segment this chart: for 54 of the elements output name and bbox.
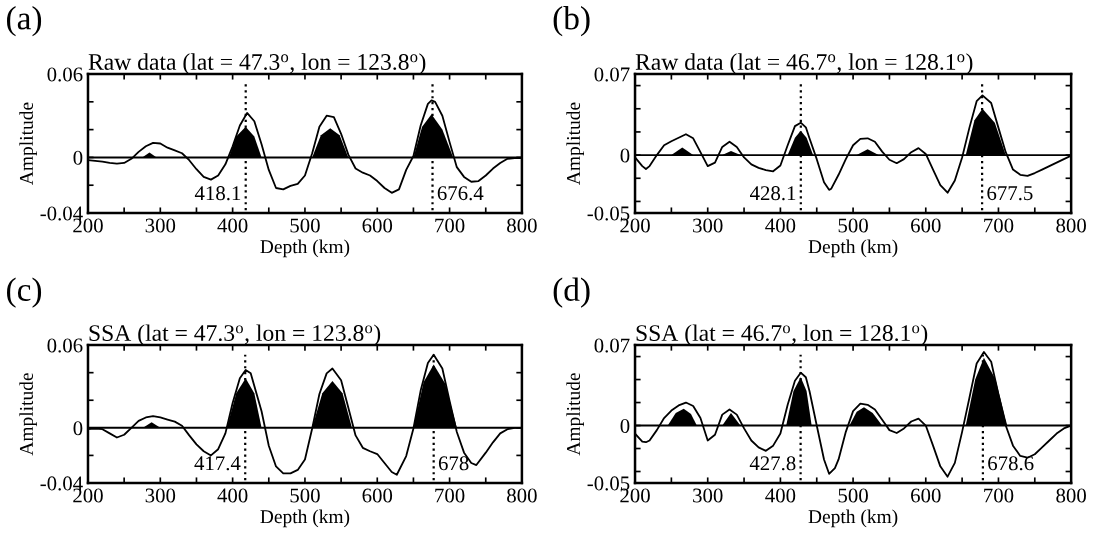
x-tick-label: 600 bbox=[362, 488, 393, 503]
x-tick-label: 700 bbox=[435, 218, 465, 233]
ref-line-label: 428.1 bbox=[750, 186, 796, 201]
x-tick-label: 500 bbox=[290, 488, 320, 503]
x-axis-title: Depth (km) bbox=[260, 239, 350, 258]
x-tick-label: 300 bbox=[145, 218, 176, 233]
x-tick-label: 600 bbox=[362, 218, 393, 233]
chart-title: Raw data (lat = 46.7$^{o}$, lon = 128.1$^{o}$) bbox=[635, 53, 973, 75]
ref-line-label: 677.5 bbox=[987, 186, 1033, 201]
text: (c) bbox=[7, 277, 42, 308]
x-tick-label: 600 bbox=[911, 218, 941, 233]
y-axis-title: Amplitude bbox=[566, 373, 584, 456]
y-axis-title: Amplitude bbox=[19, 373, 37, 456]
y-tick-label: 0 bbox=[73, 421, 83, 436]
y-axis-title: Amplitude bbox=[19, 102, 37, 185]
ref-line-label: 678.6 bbox=[988, 456, 1034, 471]
y-tick-label: 0 bbox=[620, 148, 630, 163]
ref-line-label: 676.4 bbox=[437, 186, 484, 201]
x-axis-title: Depth (km) bbox=[808, 509, 898, 528]
x-tick-label: 400 bbox=[765, 218, 796, 233]
chart-title: Raw data (lat = 47.3$^{o}$, lon = 123.8$^{o}$) bbox=[88, 53, 426, 75]
x-tick-label: 500 bbox=[290, 218, 320, 233]
x-tick-label: 500 bbox=[838, 488, 868, 503]
x-tick-label: 700 bbox=[435, 488, 465, 503]
y-tick-label: 0.07 bbox=[594, 67, 630, 82]
x-tick-label: 700 bbox=[984, 218, 1014, 233]
y-axis-title: Amplitude bbox=[566, 102, 584, 185]
ref-line-label: 678 bbox=[438, 456, 469, 471]
x-tick-label: 800 bbox=[1056, 488, 1086, 503]
ref-line-label: 427.8 bbox=[749, 456, 796, 471]
x-tick-label: 500 bbox=[838, 218, 868, 233]
y-tick-label: 0.06 bbox=[47, 67, 83, 82]
y-tick-label: 0.07 bbox=[594, 338, 630, 353]
ref-line-label: 418.1 bbox=[194, 186, 241, 201]
x-tick-label: 600 bbox=[911, 488, 941, 503]
x-tick-label: 800 bbox=[1056, 218, 1086, 233]
text: (a) bbox=[7, 6, 42, 37]
x-tick-label: 300 bbox=[693, 488, 723, 503]
x-axis-title: Depth (km) bbox=[260, 509, 350, 528]
x-tick-label: 300 bbox=[693, 218, 723, 233]
x-tick-label: 400 bbox=[765, 488, 796, 503]
x-tick-label: 400 bbox=[217, 488, 248, 503]
text: (b) bbox=[553, 6, 590, 37]
y-tick-label: 0.06 bbox=[47, 338, 83, 353]
x-tick-label: 400 bbox=[217, 218, 248, 233]
ref-line-label: 417.4 bbox=[194, 456, 241, 471]
text: (d) bbox=[553, 277, 590, 308]
x-tick-label: 800 bbox=[507, 488, 537, 503]
y-tick-label: 0 bbox=[73, 150, 83, 165]
y-tick-label: 0 bbox=[620, 418, 630, 433]
x-tick-label: 800 bbox=[507, 218, 537, 233]
x-axis-title: Depth (km) bbox=[808, 239, 898, 258]
x-tick-label: 700 bbox=[984, 488, 1014, 503]
x-tick-label: 300 bbox=[145, 488, 176, 503]
